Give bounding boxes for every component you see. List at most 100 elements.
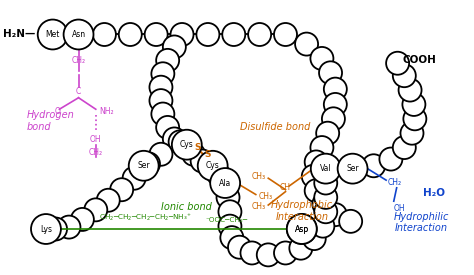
- Circle shape: [289, 237, 312, 260]
- Circle shape: [149, 76, 173, 99]
- Circle shape: [228, 236, 251, 259]
- Circle shape: [403, 107, 426, 130]
- Text: S: S: [205, 150, 211, 159]
- Text: CH₂: CH₂: [72, 56, 86, 65]
- Text: Asp: Asp: [295, 224, 309, 233]
- Circle shape: [149, 89, 173, 112]
- Circle shape: [149, 143, 173, 166]
- Circle shape: [303, 227, 326, 250]
- Text: O: O: [55, 107, 60, 116]
- Circle shape: [71, 208, 94, 231]
- Circle shape: [119, 23, 142, 46]
- Circle shape: [339, 210, 362, 233]
- Text: Lys: Lys: [40, 224, 52, 233]
- Circle shape: [169, 130, 191, 153]
- Circle shape: [322, 107, 345, 130]
- Circle shape: [41, 23, 64, 46]
- Text: $\mathregular{CH_2}$─$\mathregular{CH_2}$─$\mathregular{CH_2}$─$\mathregular{CH_: $\mathregular{CH_2}$─$\mathregular{CH_2}…: [99, 212, 191, 223]
- Text: H₂O: H₂O: [423, 188, 446, 198]
- Text: OH: OH: [90, 135, 101, 144]
- Circle shape: [198, 151, 228, 181]
- Circle shape: [219, 200, 241, 223]
- Text: CH₂: CH₂: [89, 148, 103, 156]
- Circle shape: [156, 116, 179, 139]
- Circle shape: [314, 157, 337, 180]
- Circle shape: [295, 32, 318, 56]
- Text: Ser: Ser: [137, 161, 150, 170]
- Circle shape: [257, 243, 280, 266]
- Circle shape: [402, 93, 425, 116]
- Circle shape: [310, 136, 333, 159]
- Circle shape: [305, 150, 328, 174]
- Circle shape: [248, 23, 271, 46]
- Text: H₂N—: H₂N—: [2, 29, 35, 40]
- Circle shape: [311, 154, 341, 184]
- Circle shape: [386, 52, 409, 75]
- Text: CH₃: CH₃: [259, 192, 273, 201]
- Text: CH₃: CH₃: [251, 172, 265, 181]
- Circle shape: [401, 122, 423, 145]
- Circle shape: [207, 163, 230, 186]
- Text: COOH: COOH: [402, 55, 436, 65]
- Text: Ala: Ala: [219, 178, 231, 188]
- Text: ⁻OOC─CH₂─: ⁻OOC─CH₂─: [205, 217, 248, 223]
- Circle shape: [201, 154, 224, 177]
- Text: Hydrophilic
Interaction: Hydrophilic Interaction: [394, 212, 449, 233]
- Circle shape: [132, 154, 155, 177]
- Circle shape: [393, 136, 416, 159]
- Text: Asp: Asp: [295, 224, 309, 233]
- Text: CH₂: CH₂: [388, 178, 402, 186]
- Circle shape: [145, 23, 168, 46]
- Circle shape: [314, 172, 337, 194]
- Circle shape: [240, 241, 264, 265]
- Circle shape: [163, 35, 186, 59]
- Circle shape: [310, 47, 333, 70]
- Circle shape: [137, 152, 160, 175]
- Circle shape: [84, 198, 107, 221]
- Circle shape: [314, 200, 337, 223]
- Text: Met: Met: [46, 30, 60, 39]
- Text: Cys: Cys: [180, 140, 194, 149]
- Text: Asn: Asn: [72, 30, 86, 39]
- Text: Ser: Ser: [346, 164, 359, 173]
- Circle shape: [191, 150, 214, 172]
- Text: CH: CH: [280, 183, 291, 192]
- Circle shape: [302, 165, 325, 188]
- Text: OH: OH: [394, 204, 405, 213]
- Circle shape: [97, 189, 120, 212]
- Circle shape: [319, 61, 342, 84]
- Circle shape: [393, 64, 416, 87]
- Circle shape: [399, 79, 421, 101]
- Circle shape: [210, 168, 240, 198]
- Circle shape: [311, 214, 334, 238]
- Circle shape: [214, 172, 237, 194]
- Circle shape: [219, 214, 241, 238]
- Circle shape: [129, 151, 159, 181]
- Circle shape: [337, 154, 367, 184]
- Text: NH₂: NH₂: [100, 107, 114, 116]
- Text: Ionic bond: Ionic bond: [161, 202, 212, 212]
- Circle shape: [196, 23, 219, 46]
- Circle shape: [287, 214, 317, 244]
- Text: Hydrogen
bond: Hydrogen bond: [27, 110, 74, 131]
- Circle shape: [274, 241, 297, 265]
- Circle shape: [172, 130, 202, 159]
- Circle shape: [31, 214, 61, 244]
- Text: Val: Val: [320, 164, 331, 173]
- Text: C: C: [76, 87, 81, 97]
- Text: Hydrophobic
Interaction: Hydrophobic Interaction: [271, 200, 333, 222]
- Circle shape: [362, 154, 385, 177]
- Circle shape: [316, 122, 339, 145]
- Circle shape: [324, 93, 347, 116]
- Circle shape: [175, 133, 198, 156]
- Circle shape: [312, 192, 335, 216]
- Circle shape: [379, 148, 402, 170]
- Circle shape: [38, 20, 68, 50]
- Circle shape: [44, 218, 67, 241]
- Circle shape: [324, 78, 347, 101]
- Circle shape: [220, 226, 243, 249]
- Circle shape: [123, 167, 146, 190]
- Circle shape: [314, 186, 337, 209]
- Circle shape: [287, 214, 317, 244]
- Circle shape: [163, 127, 186, 150]
